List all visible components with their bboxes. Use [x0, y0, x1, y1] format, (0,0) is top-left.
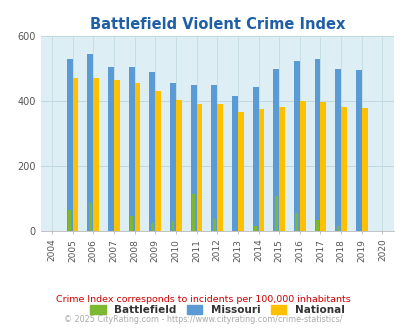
Bar — [72, 79, 78, 231]
Bar — [355, 70, 361, 231]
Bar — [211, 85, 217, 231]
Bar — [232, 96, 237, 231]
Bar — [217, 104, 222, 231]
Title: Battlefield Violent Crime Index: Battlefield Violent Crime Index — [89, 17, 344, 32]
Bar — [299, 101, 305, 231]
Bar — [151, 223, 153, 231]
Legend: Battlefield, Missouri, National: Battlefield, Missouri, National — [85, 300, 348, 319]
Bar — [128, 67, 134, 231]
Bar — [254, 226, 256, 231]
Bar — [273, 69, 279, 231]
Bar — [212, 219, 215, 231]
Bar — [192, 194, 195, 231]
Bar — [89, 203, 92, 231]
Bar — [108, 67, 114, 231]
Bar — [237, 112, 243, 231]
Bar — [336, 226, 339, 231]
Bar — [93, 79, 99, 231]
Bar — [274, 196, 277, 231]
Bar — [67, 59, 72, 231]
Bar — [130, 216, 133, 231]
Text: Crime Index corresponds to incidents per 100,000 inhabitants: Crime Index corresponds to incidents per… — [55, 295, 350, 304]
Bar — [87, 54, 93, 231]
Bar — [320, 102, 326, 231]
Bar — [279, 107, 284, 231]
Bar — [190, 85, 196, 231]
Bar — [134, 83, 140, 231]
Bar — [175, 100, 181, 231]
Bar — [295, 213, 298, 231]
Bar — [361, 108, 367, 231]
Bar — [149, 72, 155, 231]
Bar — [340, 107, 346, 231]
Bar — [335, 69, 340, 231]
Bar — [114, 80, 119, 231]
Bar — [171, 221, 174, 231]
Bar — [196, 104, 202, 231]
Bar — [314, 59, 320, 231]
Bar — [155, 91, 161, 231]
Bar — [252, 86, 258, 231]
Bar — [315, 220, 318, 231]
Bar — [258, 109, 264, 231]
Bar — [68, 210, 71, 231]
Text: © 2025 CityRating.com - https://www.cityrating.com/crime-statistics/: © 2025 CityRating.com - https://www.city… — [64, 315, 341, 324]
Bar — [293, 61, 299, 231]
Bar — [170, 83, 175, 231]
